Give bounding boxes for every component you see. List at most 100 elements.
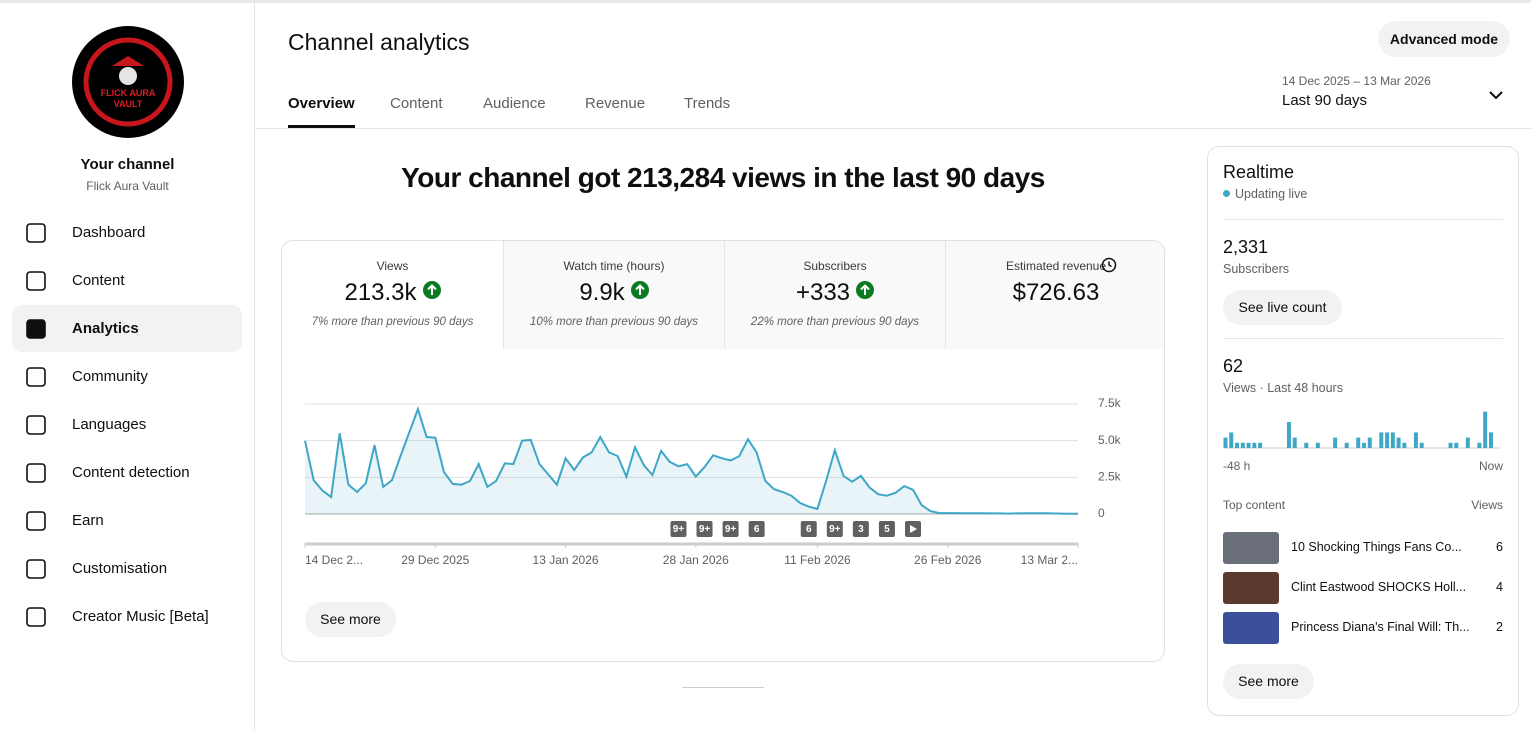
video-title[interactable]: Princess Diana's Final Will: Th...	[1291, 620, 1470, 634]
nav-label: Languages	[72, 416, 147, 433]
subscriber-count: 2,331	[1223, 237, 1269, 257]
metric-change: 22% more than previous 90 days	[750, 316, 920, 328]
realtime-title: Realtime	[1223, 162, 1295, 182]
metric-label: Subscribers	[803, 259, 867, 273]
trend-up-icon	[630, 281, 649, 299]
channel-avatar[interactable]: FLICK AURA VAULT	[72, 26, 184, 138]
date-range: 14 Dec 2025 – 13 Mar 2026	[1282, 74, 1431, 88]
metric-tab[interactable]: Watch time (hours) 9.9k 10% more than prev…	[503, 241, 724, 349]
tab[interactable]: Content	[390, 95, 443, 112]
period[interactable]: Last 90 days	[1282, 92, 1368, 109]
nav-item[interactable]: Languages	[12, 401, 242, 448]
tab[interactable]: Trends	[684, 95, 731, 112]
icon-shape	[26, 223, 46, 243]
thumbnail[interactable]	[1223, 572, 1279, 604]
video-views: 6	[1496, 540, 1503, 554]
icon-arrow	[426, 284, 437, 295]
avatar-text: FLICK AURA VAULT	[100, 88, 156, 109]
scroll-indicator	[682, 687, 764, 688]
top-border	[0, 0, 1531, 3]
thumbnail[interactable]	[1223, 532, 1279, 564]
icon-shape	[26, 511, 46, 531]
metric-change: 10% more than previous 90 days	[529, 316, 699, 328]
bar-start-label: -48 h	[1223, 459, 1251, 473]
video-title[interactable]: 10 Shocking Things Fans Co...	[1291, 540, 1462, 554]
nav-item[interactable]: Content	[12, 257, 242, 304]
metric-value: 213.3k	[282, 279, 503, 307]
period-dropdown[interactable]	[1486, 85, 1506, 105]
trend-up-icon	[422, 281, 441, 299]
header-divider	[255, 128, 1531, 129]
metric-tab[interactable]: Subscribers +333 22% more than previous 90…	[724, 241, 945, 349]
icon-shape	[26, 319, 46, 339]
icon-shape	[26, 271, 46, 291]
divider	[1223, 219, 1503, 220]
page-title: Channel analytics	[288, 29, 470, 55]
views-count: 62	[1223, 356, 1244, 376]
nav-item[interactable]: Analytics	[12, 305, 242, 352]
subscriber-label: Subscribers	[1223, 262, 1289, 276]
nav-label: Customisation	[72, 560, 168, 577]
nav-label: Content	[72, 272, 125, 289]
nav-label: Earn	[72, 512, 104, 529]
nav-item[interactable]: Earn	[12, 497, 242, 544]
metric-number: +333	[795, 279, 851, 306]
icon-arrow	[860, 284, 870, 295]
icon-shape	[26, 463, 46, 483]
icon-shape	[26, 559, 46, 579]
divider	[1223, 338, 1503, 339]
nav-icon	[26, 463, 46, 483]
nav-label: Community	[72, 368, 148, 385]
metric-label: Estimated revenue	[1005, 259, 1107, 273]
icon-shape	[26, 607, 46, 627]
tab[interactable]: Revenue	[585, 95, 646, 112]
metric-tab[interactable]: Estimated revenue $726.63	[945, 241, 1164, 349]
nav-label: Content detection	[72, 464, 190, 481]
nav-item[interactable]: Creator Music [Beta]	[12, 593, 242, 640]
icon-shape	[26, 367, 46, 387]
icon-arrow	[634, 284, 645, 295]
nav-label: Analytics	[72, 320, 139, 337]
metric-value: +333	[725, 279, 945, 307]
metric-number: $726.63	[1012, 279, 1100, 306]
views-label: Views · Last 48 hours	[1223, 381, 1343, 395]
sidebar: FLICK AURA VAULT Your channel Flick Aura…	[0, 3, 255, 731]
see-more-button[interactable]: See more	[1223, 664, 1314, 699]
metric-change: 7% more than previous 90 days	[311, 316, 474, 328]
see-more-button[interactable]: See more	[305, 602, 396, 637]
nav-icon	[26, 223, 46, 243]
metric-label: Watch time (hours)	[563, 259, 665, 273]
metric-value: 9.9k	[504, 279, 724, 307]
trend-up-icon	[856, 281, 875, 299]
nav-item[interactable]: Customisation	[12, 545, 242, 592]
advanced-mode-button[interactable]: Advanced mode	[1378, 21, 1510, 57]
tab[interactable]: Overview	[288, 95, 355, 112]
nav-icon	[26, 319, 46, 339]
top-content-label: Top content	[1223, 498, 1286, 512]
live-dot	[1223, 190, 1230, 197]
nav-icon	[26, 559, 46, 579]
metric-tab[interactable]: Views 213.3k 7% more than previous 90 days	[282, 241, 503, 349]
channel-title: Your channel	[80, 156, 175, 173]
channel-name: Flick Aura Vault	[86, 179, 169, 193]
live-count-button[interactable]: See live count	[1223, 290, 1342, 325]
metric-label: Views	[376, 259, 409, 273]
icon-shape	[26, 415, 46, 435]
video-title[interactable]: Clint Eastwood SHOCKS Holl...	[1291, 580, 1467, 594]
tab[interactable]: Audience	[483, 95, 546, 112]
nav-icon	[26, 415, 46, 435]
nav-item[interactable]: Community	[12, 353, 242, 400]
overview-card: Views 213.3k 7% more than previous 90 days…	[281, 240, 1165, 662]
nav-icon	[26, 607, 46, 627]
nav-label: Dashboard	[72, 224, 146, 241]
nav-icon	[26, 271, 46, 291]
nav-icon	[26, 367, 46, 387]
nav-item[interactable]: Dashboard	[12, 209, 242, 256]
video-views: 2	[1496, 620, 1503, 634]
info-clock-icon[interactable]	[1101, 257, 1117, 273]
tab-underline	[288, 125, 355, 128]
thumbnail[interactable]	[1223, 612, 1279, 644]
nav-icon	[26, 511, 46, 531]
nav-item[interactable]: Content detection	[12, 449, 242, 496]
